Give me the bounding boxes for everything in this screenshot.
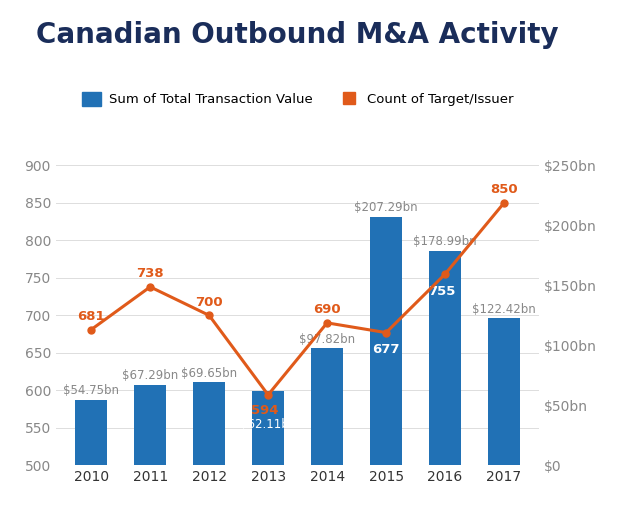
Line: Count of Target/Issuer: Count of Target/Issuer (87, 200, 508, 398)
Text: 755: 755 (428, 285, 456, 298)
Count of Target/Issuer (205, 312, 213, 318)
Text: $54.75bn: $54.75bn (63, 384, 119, 398)
Text: 738: 738 (136, 267, 164, 280)
Text: $62.11bn: $62.11bn (240, 418, 296, 431)
Text: $67.29bn: $67.29bn (122, 369, 179, 383)
Bar (134, 385, 166, 465)
Bar (370, 217, 402, 465)
Bar (311, 348, 343, 465)
Text: $178.99bn: $178.99bn (413, 235, 477, 248)
Count of Target/Issuer (264, 392, 272, 398)
Legend: Sum of Total Transaction Value, Count of Target/Issuer: Sum of Total Transaction Value, Count of… (76, 87, 519, 112)
Text: 850: 850 (490, 183, 518, 196)
Bar (488, 318, 520, 465)
Count of Target/Issuer (146, 284, 154, 290)
Text: 594: 594 (252, 404, 279, 417)
Text: $69.65bn: $69.65bn (181, 367, 237, 379)
Text: 681: 681 (78, 310, 105, 323)
Bar (429, 251, 461, 465)
Count of Target/Issuer (87, 327, 95, 333)
Text: Canadian Outbound M&A Activity: Canadian Outbound M&A Activity (37, 21, 559, 49)
Count of Target/Issuer (383, 329, 390, 336)
Bar (75, 400, 107, 465)
Text: 690: 690 (313, 303, 341, 316)
Bar (252, 391, 285, 465)
Text: $122.42bn: $122.42bn (472, 303, 536, 316)
Text: $207.29bn: $207.29bn (354, 202, 418, 215)
Count of Target/Issuer (441, 271, 449, 277)
Text: $97.82bn: $97.82bn (299, 333, 355, 346)
Count of Target/Issuer (324, 320, 331, 326)
Text: 700: 700 (195, 296, 223, 309)
Bar (193, 382, 225, 465)
Count of Target/Issuer (500, 200, 508, 206)
Text: 677: 677 (373, 343, 400, 356)
